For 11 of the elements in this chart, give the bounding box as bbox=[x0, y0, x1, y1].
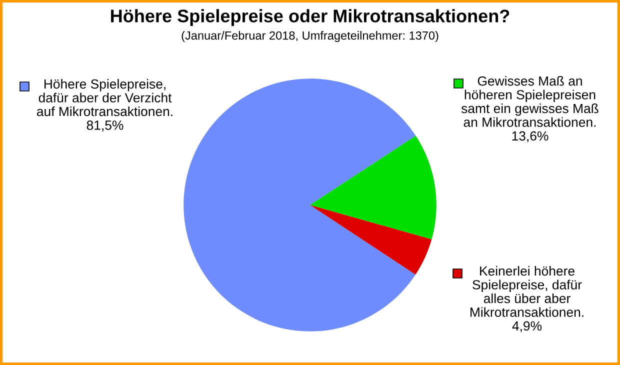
pie-slice bbox=[184, 78, 416, 332]
legend-label: Keinerlei höhere Spielepreise, dafür alles über aber Mikrotransaktionen. bbox=[470, 266, 584, 317]
data-label: 13,6% bbox=[512, 131, 548, 142]
legend-label: Höhere Spielepreise, dafür aber der Verzicht auf Mikrotransaktionen. bbox=[36, 79, 172, 116]
chart-subtitle: (Januar/Februar 2018, Umfrageteilnehmer: 1370) bbox=[182, 31, 438, 42]
pie-slice bbox=[310, 136, 436, 240]
legend-label: Gewisses Maß an höheren Spielepreisen samt ein gewisses Maß an Mikrotransaktionen. bbox=[461, 76, 598, 127]
data-label: 81,5% bbox=[86, 120, 124, 132]
data-label: 4,9% bbox=[512, 321, 542, 332]
pie-slice bbox=[310, 205, 432, 275]
chart-title: Höhere Spielepreise oder Mikrotransaktionen? bbox=[111, 9, 510, 26]
